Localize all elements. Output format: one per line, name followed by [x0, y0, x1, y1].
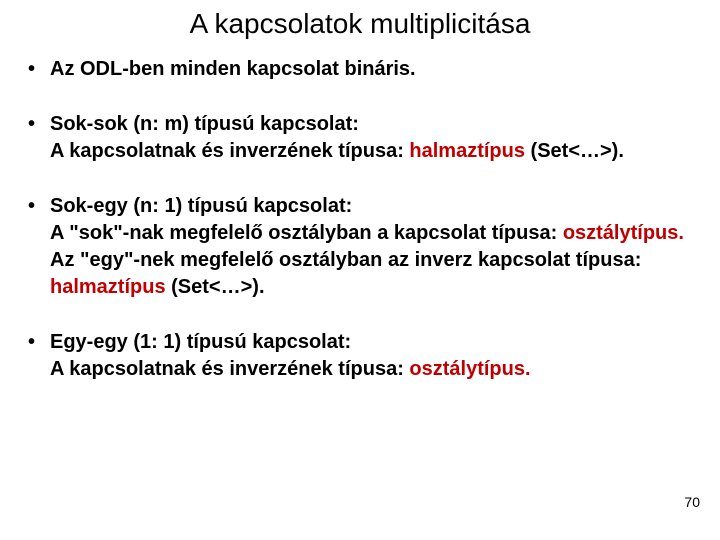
emphasis-text: osztálytípus. — [563, 222, 684, 244]
slide-title: A kapcsolatok multiplicitása — [24, 8, 696, 40]
list-item: Sok-sok (n: m) típusú kapcsolat: A kapcs… — [24, 111, 696, 165]
bullet-line: A "sok"-nak megfelelő osztályban a kapcs… — [50, 220, 696, 247]
bullet-lead: Sok-sok (n: m) típusú kapcsolat: — [50, 113, 359, 135]
emphasis-text: halmaztípus — [409, 140, 525, 162]
bullet-line: A kapcsolatnak és inverzének típusa: osz… — [50, 356, 696, 383]
emphasis-text: osztálytípus. — [409, 358, 530, 380]
bullet-line: A kapcsolatnak és inverzének típusa: hal… — [50, 138, 696, 165]
emphasis-text: halmaztípus — [50, 276, 166, 298]
bullet-lead: Egy-egy (1: 1) típusú kapcsolat: — [50, 331, 351, 353]
text-run: (Set<…>). — [166, 276, 265, 298]
bullet-list: Az ODL-ben minden kapcsolat bináris. Sok… — [24, 56, 696, 383]
page-number: 70 — [684, 494, 700, 510]
slide: A kapcsolatok multiplicitása Az ODL-ben … — [0, 0, 720, 540]
text-run: A "sok"-nak megfelelő osztályban a kapcs… — [50, 222, 563, 244]
list-item: Az ODL-ben minden kapcsolat bináris. — [24, 56, 696, 83]
list-item: Egy-egy (1: 1) típusú kapcsolat: A kapcs… — [24, 329, 696, 383]
list-item: Sok-egy (n: 1) típusú kapcsolat: A "sok"… — [24, 193, 696, 301]
text-run: Az "egy"-nek megfelelő osztályban az inv… — [50, 249, 641, 271]
text-run: A kapcsolatnak és inverzének típusa: — [50, 140, 409, 162]
text-run: A kapcsolatnak és inverzének típusa: — [50, 358, 409, 380]
text-run: (Set<…>). — [525, 140, 624, 162]
bullet-lead: Sok-egy (n: 1) típusú kapcsolat: — [50, 195, 352, 217]
bullet-line: Az "egy"-nek megfelelő osztályban az inv… — [50, 247, 696, 301]
bullet-lead: Az ODL-ben minden kapcsolat bináris. — [50, 58, 416, 80]
